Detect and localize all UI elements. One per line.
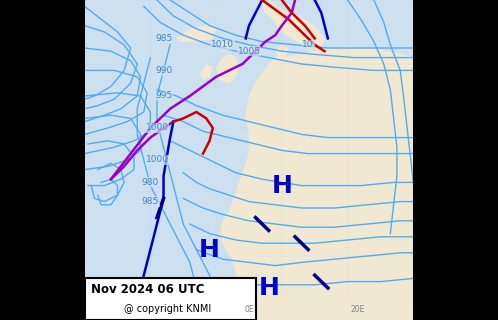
Text: 10: 10 — [302, 40, 314, 49]
Text: 1000: 1000 — [145, 124, 168, 132]
Bar — [85, 278, 255, 320]
Text: 995: 995 — [155, 92, 172, 100]
Text: 1000: 1000 — [145, 156, 168, 164]
Text: 990: 990 — [155, 66, 172, 75]
Text: @ copyright KNMI: @ copyright KNMI — [124, 304, 211, 314]
Polygon shape — [285, 182, 292, 198]
Text: 980: 980 — [142, 178, 159, 187]
Polygon shape — [288, 128, 305, 176]
Polygon shape — [259, 0, 325, 51]
Text: 1005: 1005 — [238, 47, 260, 56]
Text: H: H — [199, 237, 220, 262]
Polygon shape — [223, 42, 229, 51]
Text: 20E: 20E — [350, 305, 365, 314]
Text: 0E: 0E — [244, 305, 254, 314]
Text: 985: 985 — [142, 197, 159, 206]
Polygon shape — [177, 26, 216, 42]
Text: H: H — [271, 173, 292, 197]
Polygon shape — [200, 64, 213, 80]
Polygon shape — [220, 198, 275, 262]
Polygon shape — [295, 186, 308, 198]
Polygon shape — [226, 48, 413, 320]
Polygon shape — [216, 54, 239, 83]
Polygon shape — [275, 45, 288, 58]
Text: 1010: 1010 — [211, 40, 234, 49]
Text: H: H — [258, 276, 279, 300]
Polygon shape — [85, 291, 413, 320]
Text: 985: 985 — [155, 34, 172, 43]
Text: Nov 2024 06 UTC: Nov 2024 06 UTC — [91, 283, 205, 296]
